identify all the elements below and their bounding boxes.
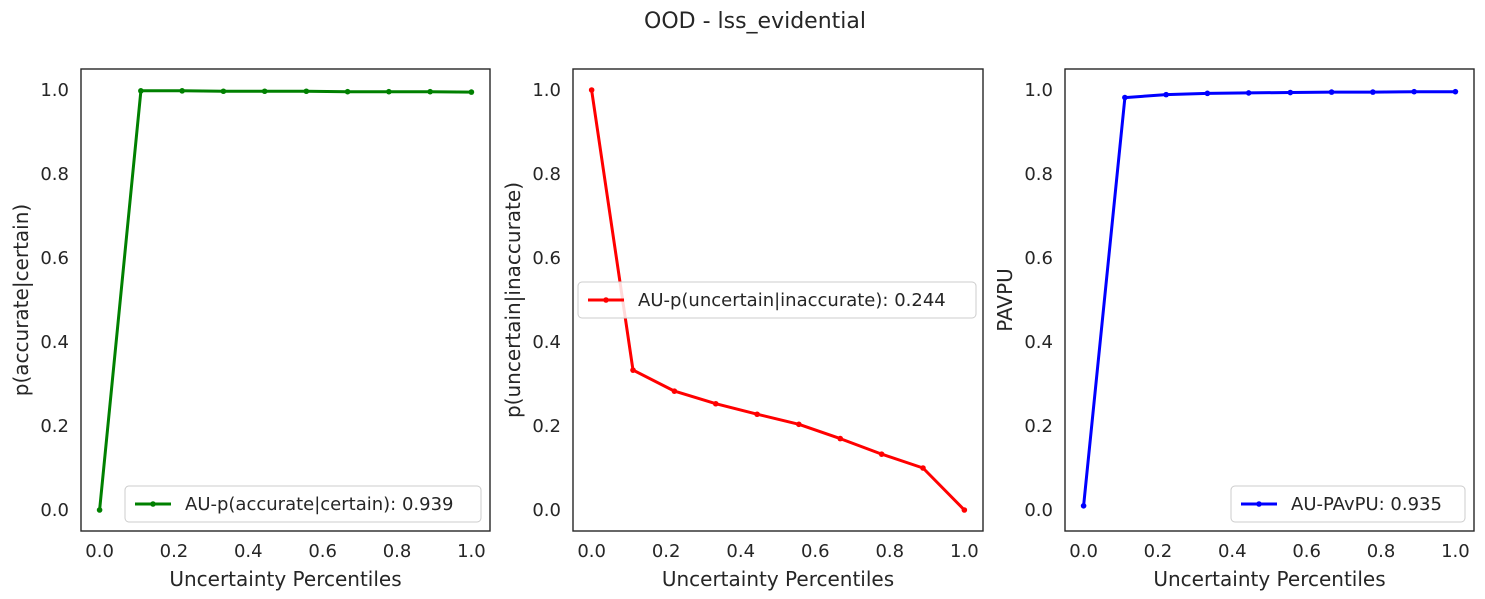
x-tick-label: 0.6 [1292,541,1321,562]
x-tick-label: 0.8 [1367,541,1396,562]
data-point [878,451,885,457]
plot-frame [1064,68,1475,532]
data-point [179,88,185,94]
data-point [796,421,802,428]
series-line [1082,90,1456,506]
x-tick-label: 0.4 [726,541,755,562]
y-tick-label: 0.6 [532,248,561,269]
data-point [386,88,392,95]
x-axis-label: Uncertainty Percentiles [1153,567,1385,591]
y-axis-label: PAVPU [993,268,1017,332]
y-tick-label: 1.0 [40,80,69,101]
series-line [590,89,966,512]
data-point [468,89,475,95]
legend-label: AU-PAvPU: 0.935 [1291,494,1442,515]
data-point [712,400,719,407]
data-point [920,465,926,471]
y-tick-label: 0.0 [532,500,561,521]
x-tick-label: 0.8 [383,541,412,562]
data-point [303,88,310,95]
legend: AU-p(uncertain|inaccurate): 0.244 [577,281,977,319]
legend-box [1230,485,1466,523]
data-point [1204,90,1211,97]
x-tick-label: 0.2 [160,541,189,562]
data-point [1245,90,1252,96]
chart-panel-3: 0.0 0.2 0.4 0.6 0.8 1.0 0.0 0.2 0.4 0.6 0.8 1.0 Unce… [993,68,1475,591]
data-point [344,88,351,95]
y-tick-label: 0.8 [40,164,69,185]
x-tick-label: 1.0 [950,541,979,562]
data-point [1328,89,1335,95]
y-tick-label: 0.2 [1024,416,1053,437]
legend-box [577,281,977,319]
y-axis-label: p(uncertain|inaccurate) [501,182,525,418]
data-point [1163,91,1169,98]
y-tick-label: 0.4 [532,332,561,353]
data-point [1370,89,1376,95]
legend: AU-p(accurate|certain): 0.939 [124,485,482,523]
data-point [427,88,433,95]
series-line [98,89,472,511]
data-point [837,435,844,442]
x-axis-label: Uncertainty Percentiles [662,567,894,591]
figure-title: OOD - lss_evidential [644,9,866,34]
chart-panel-1: 0.0 0.2 0.4 0.6 0.8 1.0 0.0 0.2 0.4 0.6 0.8 1.0 Unce… [9,68,491,591]
y-tick-label: 0.6 [1024,248,1053,269]
data-point [754,411,760,418]
data-point [961,507,968,513]
y-tick-label: 0.4 [40,332,69,353]
y-tick-label: 0.8 [1024,164,1053,185]
legend-marker [603,297,609,303]
y-tick-label: 0.2 [40,416,69,437]
data-point [220,88,227,95]
data-point [630,367,636,373]
x-tick-label: 0.6 [308,541,337,562]
x-tick-label: 0.0 [85,541,114,562]
chart-panel-2: 0.0 0.2 0.4 0.6 0.8 1.0 0.0 0.2 0.4 0.6 0.8 1.0 Unce… [501,68,984,591]
x-tick-label: 0.6 [801,541,830,562]
y-tick-label: 0.6 [40,248,69,269]
legend-label: AU-p(uncertain|inaccurate): 0.244 [638,290,946,311]
legend-marker [1256,501,1262,507]
legend-label: AU-p(accurate|certain): 0.939 [185,494,454,515]
y-tick-label: 0.4 [1024,332,1053,353]
y-tick-label: 1.0 [532,80,561,101]
x-tick-label: 0.4 [234,541,263,562]
data-point [1411,88,1417,95]
plot-frame [80,68,491,532]
x-tick-label: 0.8 [875,541,904,562]
x-tick-label: 1.0 [457,541,486,562]
x-tick-label: 0.0 [1069,541,1098,562]
legend: AU-PAvPU: 0.935 [1230,485,1466,523]
y-tick-label: 0.0 [1024,500,1053,521]
legend-marker [150,501,156,507]
x-axis-label: Uncertainty Percentiles [169,567,401,591]
data-point [138,88,144,94]
data-point [1287,89,1294,96]
y-axis-label: p(accurate|certain) [9,204,33,396]
data-point [96,507,103,513]
data-point [261,88,268,95]
data-point [1452,88,1459,95]
x-tick-label: 0.0 [577,541,606,562]
data-point [671,388,678,394]
y-tick-label: 0.2 [532,416,561,437]
data-point [1122,94,1128,101]
x-tick-label: 0.2 [1144,541,1173,562]
data-point [1080,503,1087,509]
x-tick-label: 0.2 [652,541,681,562]
legend-box [124,485,482,523]
x-tick-label: 1.0 [1441,541,1470,562]
y-tick-label: 0.8 [532,164,561,185]
y-tick-label: 1.0 [1024,80,1053,101]
x-tick-label: 0.4 [1218,541,1247,562]
data-point [588,87,595,93]
y-tick-label: 0.0 [40,500,69,521]
